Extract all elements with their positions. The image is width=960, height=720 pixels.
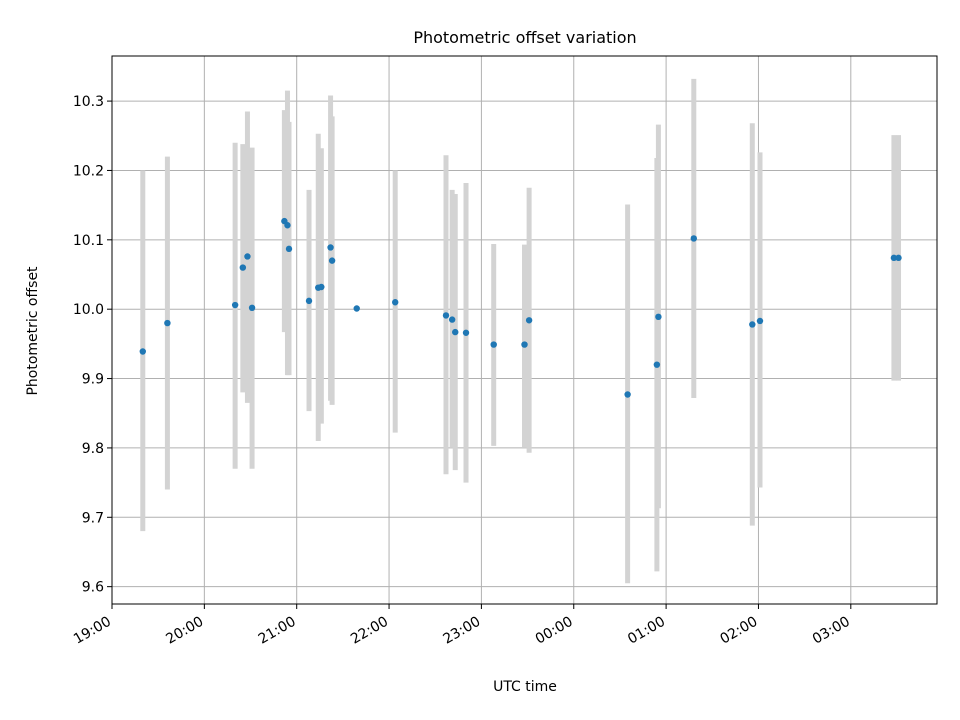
x-axis-label: UTC time <box>493 679 557 695</box>
x-tick-label: 02:00 <box>718 614 761 648</box>
y-axis-label: Photometric offset <box>25 266 41 396</box>
data-point <box>231 301 239 309</box>
x-tick-label: 22:00 <box>348 614 391 648</box>
data-point <box>655 313 662 321</box>
data-point <box>139 348 146 355</box>
data-point <box>442 312 450 319</box>
data-point <box>452 328 459 336</box>
data-point <box>239 264 247 271</box>
data-point <box>164 319 171 327</box>
y-axis-ticks: 9.6 9.7 9.8 9.9 10.0 10.1 10.2 10.3 <box>73 94 112 596</box>
x-tick-label: 19:00 <box>71 614 114 648</box>
data-point <box>448 316 456 323</box>
plot-frame <box>111 55 938 605</box>
data-point <box>328 257 336 264</box>
data-point <box>318 283 325 291</box>
data-point <box>890 254 898 262</box>
x-tick-label: 23:00 <box>440 614 483 648</box>
data-point <box>756 317 764 325</box>
y-tick-label: 10.1 <box>73 233 104 249</box>
x-tick-label: 21:00 <box>256 614 299 648</box>
chart-title: Photometric offset variation <box>413 28 636 47</box>
data-point <box>624 391 631 398</box>
y-tick-label: 10.0 <box>73 302 104 318</box>
data-point <box>327 244 334 251</box>
y-tick-label: 9.9 <box>82 372 104 388</box>
y-tick-label: 9.8 <box>82 441 104 457</box>
data-point <box>285 245 293 253</box>
data-point <box>895 254 902 262</box>
data-point <box>244 253 251 260</box>
x-tick-label: 03:00 <box>810 614 853 648</box>
y-tick-label: 10.2 <box>73 163 104 179</box>
y-tick-label: 9.7 <box>82 510 104 526</box>
data-point <box>525 317 533 324</box>
x-axis-ticks: 19:00 20:00 21:00 22:00 23:00 00:00 01:00 02:00… <box>71 604 853 648</box>
x-tick-label: 20:00 <box>163 614 206 648</box>
data-point <box>462 329 470 336</box>
y-tick-label: 10.3 <box>73 94 104 110</box>
data-point <box>521 341 528 348</box>
data-point <box>284 222 291 229</box>
x-tick-label: 01:00 <box>625 614 668 648</box>
x-tick-label: 00:00 <box>533 614 576 648</box>
error-bars <box>140 78 902 584</box>
data-point <box>690 235 698 242</box>
data-point <box>392 299 399 306</box>
data-point <box>353 305 360 312</box>
data-point <box>248 304 256 312</box>
y-tick-label: 9.6 <box>82 580 104 596</box>
data-point <box>490 341 497 348</box>
data-point <box>749 321 756 328</box>
data-points <box>139 217 902 398</box>
data-point <box>305 297 313 305</box>
data-point <box>653 361 661 368</box>
